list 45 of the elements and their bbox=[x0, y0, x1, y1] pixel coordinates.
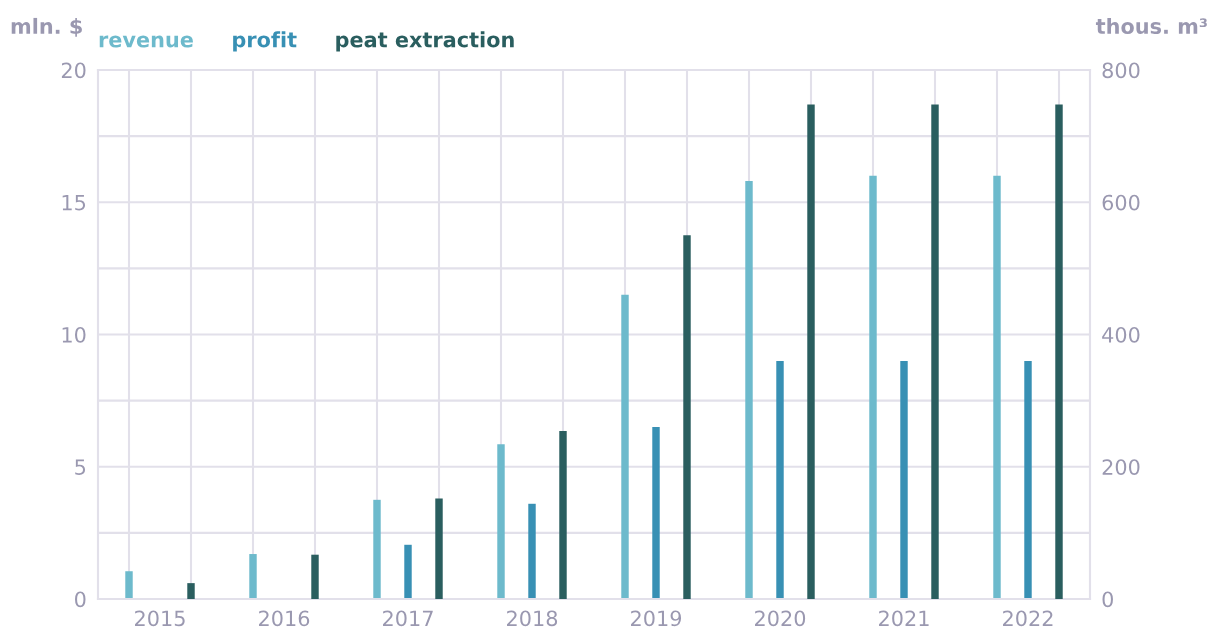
y-axis-title: mln. $ bbox=[11, 17, 82, 37]
text: profit bbox=[233, 31, 297, 52]
bar bbox=[249, 554, 257, 599]
y-tick-label: 5 bbox=[75, 459, 86, 475]
bar bbox=[993, 175, 1001, 599]
bar bbox=[621, 294, 629, 599]
bar bbox=[931, 104, 939, 599]
bar bbox=[683, 235, 691, 599]
x-tick-label: 2017 bbox=[383, 610, 433, 627]
bar bbox=[187, 583, 195, 599]
bar bbox=[745, 181, 753, 599]
bar bbox=[528, 503, 536, 599]
y2-axis-title: thous. m³ bbox=[1095, 17, 1207, 35]
x-tick-label: 2016 bbox=[259, 610, 310, 627]
x-tick-label: 2020 bbox=[755, 610, 806, 627]
bar bbox=[435, 498, 443, 599]
y-tick-label: 15 bbox=[62, 194, 86, 211]
bar bbox=[807, 104, 815, 599]
y-tick-label: 10 bbox=[62, 326, 86, 343]
bar bbox=[497, 444, 505, 599]
bar bbox=[776, 360, 784, 599]
y2-tick-label: 600 bbox=[1102, 194, 1140, 211]
y2-tick-label: 0 bbox=[1102, 591, 1113, 608]
text: peat extraction bbox=[336, 31, 514, 52]
bar bbox=[1024, 360, 1032, 599]
y2-tick-label: 800 bbox=[1102, 62, 1140, 79]
text: revenue bbox=[99, 35, 193, 48]
bar bbox=[1055, 104, 1063, 599]
y2-tick-label: 200 bbox=[1102, 459, 1140, 475]
bar bbox=[652, 427, 660, 599]
bar bbox=[559, 431, 567, 599]
bar bbox=[869, 175, 877, 599]
y2-tick-label: 400 bbox=[1102, 326, 1140, 343]
y-tick-label: 20 bbox=[61, 62, 86, 79]
x-tick-label: 2015 bbox=[135, 610, 185, 627]
x-tick-label: 2019 bbox=[631, 610, 682, 627]
bar bbox=[900, 360, 908, 599]
y-tick-label: 0 bbox=[75, 591, 86, 608]
bar bbox=[373, 499, 381, 599]
x-tick-label: 2022 bbox=[1003, 610, 1053, 627]
bar bbox=[125, 571, 133, 599]
bar bbox=[311, 554, 319, 599]
x-tick-label: 2018 bbox=[507, 610, 558, 627]
bar bbox=[404, 544, 412, 599]
x-tick-label: 2021 bbox=[879, 610, 929, 627]
